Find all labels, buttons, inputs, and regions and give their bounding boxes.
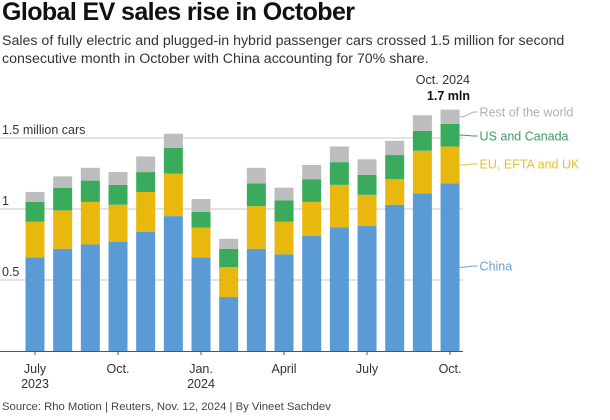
bar-segment-eu-efta-and-uk [329, 184, 349, 228]
legend-leader-line [459, 134, 478, 137]
bar-segment-us-and-canada [25, 201, 45, 222]
bar-segment-eu-efta-and-uk [412, 150, 432, 194]
legend-leader-line [459, 163, 478, 166]
legend-label: Rest of the world [480, 106, 574, 120]
bar-segment-rest-of-the-world [163, 133, 183, 148]
bar-segment-rest-of-the-world [191, 199, 211, 212]
bar-segment-us-and-canada [329, 162, 349, 185]
bar-segment-rest-of-the-world [412, 115, 432, 131]
x-tick-sublabel: 2024 [187, 377, 215, 391]
chart-title: Global EV sales rise in October [2, 0, 355, 26]
bar-segment-us-and-canada [385, 155, 405, 180]
legend-label: EU, EFTA and UK [480, 158, 580, 172]
bar-segment-us-and-canada [136, 172, 156, 192]
x-tick-label: Oct. [439, 362, 462, 376]
x-tick-label: July [24, 362, 47, 376]
y-tick-label: 1.5 million cars [2, 123, 85, 137]
bar-segment-us-and-canada [246, 183, 266, 207]
bar-segment-rest-of-the-world [108, 172, 128, 185]
bar-segment-china [219, 297, 239, 351]
bar-segment-rest-of-the-world [53, 176, 73, 188]
bar-segment-us-and-canada [53, 187, 73, 211]
bar-segment-eu-efta-and-uk [80, 201, 100, 245]
bar-segment-china [274, 254, 294, 351]
bar-segment-eu-efta-and-uk [163, 173, 183, 217]
bar-segment-china [191, 257, 211, 351]
bar-segment-us-and-canada [163, 147, 183, 174]
source-note: Source: Rho Motion | Reuters, Nov. 12, 2… [2, 401, 331, 413]
bar-segment-us-and-canada [274, 200, 294, 222]
bars [25, 109, 460, 351]
annotation-total: 1.7 mln [426, 89, 470, 103]
bar-segment-rest-of-the-world [329, 146, 349, 163]
bar-segment-rest-of-the-world [274, 187, 294, 201]
y-tick-label: 0.5 [2, 265, 19, 279]
bar-segment-eu-efta-and-uk [440, 146, 460, 184]
bar-segment-rest-of-the-world [25, 191, 45, 202]
annotation-date: Oct. 2024 [415, 73, 470, 87]
y-tick-label: 1 [2, 194, 9, 208]
bar-segment-eu-efta-and-uk [108, 204, 128, 242]
bar-segment-us-and-canada [357, 174, 377, 195]
bar-segment-eu-efta-and-uk [385, 179, 405, 205]
bar-segment-china [412, 193, 432, 351]
bar-segment-eu-efta-and-uk [246, 206, 266, 249]
bar-segment-china [246, 248, 266, 351]
bar-segment-rest-of-the-world [357, 159, 377, 175]
bar-segment-rest-of-the-world [385, 140, 405, 156]
bar-segment-rest-of-the-world [219, 238, 239, 249]
bar-segment-eu-efta-and-uk [274, 221, 294, 255]
chart-subtitle: Sales of fully electric and plugged-in h… [2, 33, 565, 67]
x-tick-sublabel: 2023 [21, 377, 49, 391]
legend-leader-line [459, 111, 478, 118]
bar-segment-rest-of-the-world [246, 167, 266, 184]
bar-segment-us-and-canada [191, 211, 211, 228]
bar-segment-rest-of-the-world [302, 164, 322, 180]
bar-segment-rest-of-the-world [80, 167, 100, 181]
bar-segment-china [136, 231, 156, 351]
x-tick-label: April [272, 362, 297, 376]
bar-segment-china [357, 226, 377, 351]
bar-segment-china [385, 204, 405, 351]
bar-segment-china [302, 235, 322, 351]
bar-segment-china [25, 257, 45, 351]
bar-segment-rest-of-the-world [440, 109, 460, 124]
legend-label: US and Canada [480, 130, 569, 144]
bar-segment-eu-efta-and-uk [53, 210, 73, 249]
bar-segment-china [53, 248, 73, 351]
bar-segment-eu-efta-and-uk [219, 267, 239, 298]
bar-segment-us-and-canada [412, 130, 432, 151]
x-tick-label: July [356, 362, 379, 376]
bar-segment-china [108, 241, 128, 351]
legend: China EU, EFTA and UK US and Canada Rest of… [459, 106, 580, 274]
legend-label: China [480, 260, 513, 274]
bar-segment-china [329, 227, 349, 351]
bar-segment-eu-efta-and-uk [357, 194, 377, 227]
x-tick-label: Oct. [107, 362, 130, 376]
bar-segment-rest-of-the-world [136, 156, 156, 173]
x-tick-label: Jan. [189, 362, 213, 376]
bar-segment-eu-efta-and-uk [302, 201, 322, 236]
bar-segment-us-and-canada [219, 248, 239, 268]
bar-segment-china [80, 244, 100, 351]
bar-segment-us-and-canada [80, 180, 100, 202]
bar-segment-eu-efta-and-uk [136, 191, 156, 232]
bar-segment-us-and-canada [440, 123, 460, 147]
bar-segment-us-and-canada [302, 179, 322, 202]
bar-segment-us-and-canada [108, 184, 128, 205]
bar-segment-china [163, 216, 183, 351]
bar-segment-eu-efta-and-uk [191, 227, 211, 258]
bar-segment-eu-efta-and-uk [25, 221, 45, 258]
bar-segment-china [440, 183, 460, 351]
legend-leader-line [459, 265, 478, 268]
